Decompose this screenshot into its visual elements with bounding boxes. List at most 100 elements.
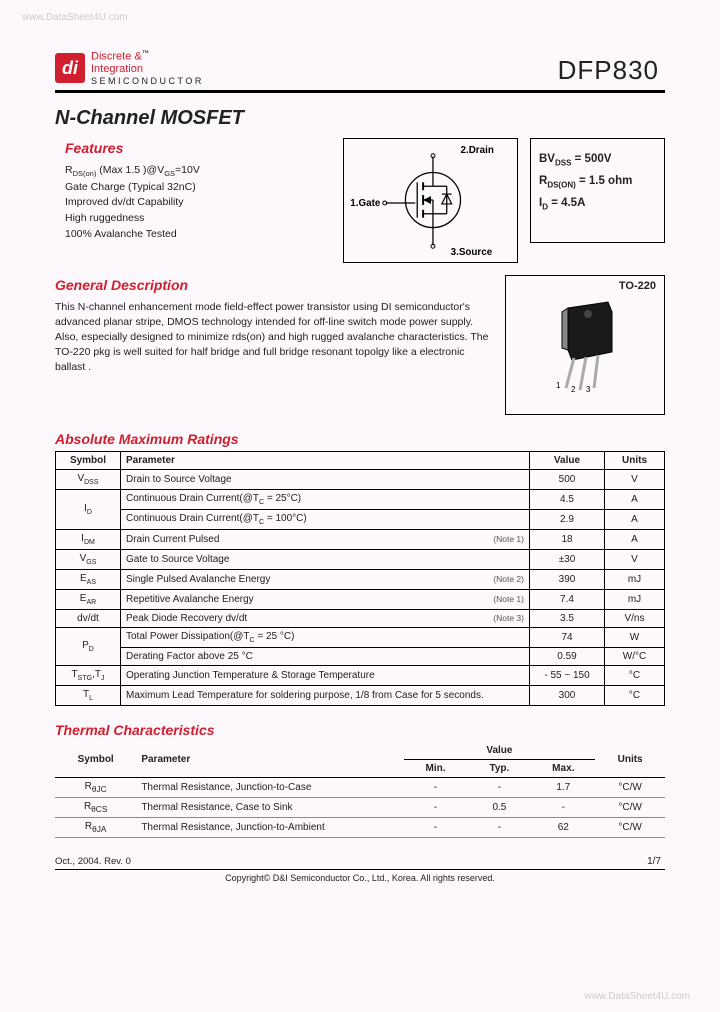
logo-line1: Discrete &™ — [91, 50, 204, 63]
cell-parameter: Thermal Resistance, Junction-to-Ambient — [136, 818, 403, 838]
svg-text:2: 2 — [571, 385, 576, 394]
abs-max-heading: Absolute Maximum Ratings — [55, 431, 665, 447]
cell-unit: °C/W — [595, 818, 665, 838]
cell-unit: °C/W — [595, 778, 665, 798]
description-text: This N-channel enhancement mode field-ef… — [55, 300, 493, 376]
cell-unit: °C/W — [595, 798, 665, 818]
cell-symbol: VDSS — [56, 470, 121, 490]
watermark-top: www.DataSheet4U.com — [22, 12, 128, 23]
table-row: dv/dtPeak Diode Recovery dv/dt (Note 3)3… — [56, 610, 665, 628]
package-box: TO-220 1 2 3 — [505, 275, 665, 415]
svg-text:1: 1 — [556, 381, 561, 390]
cell-value: 390 — [530, 570, 605, 590]
table-row: TSTG,TJOperating Junction Temperature & … — [56, 666, 665, 686]
cell-unit: V — [605, 470, 665, 490]
feature-item: Gate Charge (Typical 32nC) — [65, 180, 331, 196]
table-row: IDContinuous Drain Current(@TC = 25°C)4.… — [56, 490, 665, 510]
cell-unit: °C — [605, 686, 665, 706]
cell-parameter: Thermal Resistance, Junction-to-Case — [136, 778, 403, 798]
param-id: ID = 4.5A — [539, 193, 656, 215]
cell-unit: A — [605, 490, 665, 510]
pin-source-label: 3.Source — [451, 247, 493, 258]
logo-line2: Integration — [91, 63, 204, 76]
table-row: Continuous Drain Current(@TC = 100°C)2.9… — [56, 510, 665, 530]
cell-max: - — [531, 798, 595, 818]
cell-parameter: Drain Current Pulsed (Note 1) — [121, 530, 530, 550]
cell-typ: - — [467, 778, 531, 798]
cell-symbol: VGS — [56, 550, 121, 570]
part-number: DFP830 — [558, 55, 665, 86]
table-row: VGSGate to Source Voltage±30V — [56, 550, 665, 570]
cell-value: 18 — [530, 530, 605, 550]
description-row: General Description This N-channel enhan… — [55, 275, 665, 415]
page-number: 1/7 — [647, 856, 665, 867]
table-row: RθJCThermal Resistance, Junction-to-Case… — [55, 778, 665, 798]
cell-min: - — [404, 798, 468, 818]
mosfet-symbol: 2.Drain 1.Gate 3.Source — [344, 139, 517, 262]
watermark-bottom: www.DataSheet4U.com — [584, 991, 690, 1002]
page-title: N-Channel MOSFET — [55, 107, 665, 130]
amr-h-symbol: Symbol — [56, 452, 121, 470]
table-row: RθJAThermal Resistance, Junction-to-Ambi… — [55, 818, 665, 838]
cell-value: 2.9 — [530, 510, 605, 530]
param-rdson: RDS(ON) = 1.5 ohm — [539, 171, 656, 193]
cell-typ: - — [467, 818, 531, 838]
cell-parameter: Thermal Resistance, Case to Sink — [136, 798, 403, 818]
logo-text: Discrete &™ Integration SEMICONDUCTOR — [91, 50, 204, 86]
cell-parameter: Maximum Lead Temperature for soldering p… — [121, 686, 530, 706]
cell-symbol: PD — [56, 628, 121, 666]
abs-max-section: Absolute Maximum Ratings Symbol Paramete… — [55, 431, 665, 706]
cell-unit: A — [605, 530, 665, 550]
thermal-section: Thermal Characteristics Symbol Parameter… — [55, 722, 665, 838]
th-min: Min. — [404, 760, 468, 778]
cell-unit: V/ns — [605, 610, 665, 628]
logo-icon: di — [55, 53, 85, 83]
feature-item: High ruggedness — [65, 211, 331, 227]
cell-unit: V — [605, 550, 665, 570]
features-block: Features RDS(on) (Max 1.5 )@VGS=10VGate … — [55, 138, 331, 242]
th-param: Parameter — [136, 742, 403, 778]
table-row: EARRepetitive Avalanche Energy (Note 1)7… — [56, 590, 665, 610]
cell-symbol: EAR — [56, 590, 121, 610]
schematic-box: 2.Drain 1.Gate 3.Source — [343, 138, 518, 263]
cell-parameter: Operating Junction Temperature & Storage… — [121, 666, 530, 686]
param-bvdss: BVDSS = 500V — [539, 149, 656, 171]
page: di Discrete &™ Integration SEMICONDUCTOR… — [0, 0, 720, 913]
footer: Oct., 2004. Rev. 0 1/7 Copyright© D&I Se… — [55, 856, 665, 883]
cell-max: 1.7 — [531, 778, 595, 798]
cell-symbol: dv/dt — [56, 610, 121, 628]
cell-parameter: Gate to Source Voltage — [121, 550, 530, 570]
cell-parameter: Repetitive Avalanche Energy (Note 1) — [121, 590, 530, 610]
cell-typ: 0.5 — [467, 798, 531, 818]
cell-unit: mJ — [605, 590, 665, 610]
cell-parameter: Derating Factor above 25 °C — [121, 648, 530, 666]
th-max: Max. — [531, 760, 595, 778]
cell-value: 300 — [530, 686, 605, 706]
cell-symbol: TSTG,TJ — [56, 666, 121, 686]
th-symbol: Symbol — [55, 742, 136, 778]
cell-symbol: EAS — [56, 570, 121, 590]
table-row: RθCSThermal Resistance, Case to Sink-0.5… — [55, 798, 665, 818]
cell-parameter: Drain to Source Voltage — [121, 470, 530, 490]
cell-symbol: IDM — [56, 530, 121, 550]
amr-h-param: Parameter — [121, 452, 530, 470]
cell-value: 4.5 — [530, 490, 605, 510]
table-row: TLMaximum Lead Temperature for soldering… — [56, 686, 665, 706]
th-typ: Typ. — [467, 760, 531, 778]
cell-parameter: Total Power Dissipation(@TC = 25 °C) — [121, 628, 530, 648]
cell-unit: A — [605, 510, 665, 530]
table-row: IDMDrain Current Pulsed (Note 1)18A — [56, 530, 665, 550]
table-row: Derating Factor above 25 °C0.59W/°C — [56, 648, 665, 666]
top-row: Features RDS(on) (Max 1.5 )@VGS=10VGate … — [55, 138, 665, 263]
cell-symbol: RθJA — [55, 818, 136, 838]
cell-value: 500 — [530, 470, 605, 490]
cell-min: - — [404, 818, 468, 838]
table-row: PDTotal Power Dissipation(@TC = 25 °C)74… — [56, 628, 665, 648]
package-drawing: 1 2 3 — [540, 300, 630, 400]
cell-symbol: RθCS — [55, 798, 136, 818]
th-units: Units — [595, 742, 665, 778]
features-list: RDS(on) (Max 1.5 )@VGS=10VGate Charge (T… — [65, 163, 331, 242]
features-heading: Features — [65, 138, 331, 159]
thermal-table: Symbol Parameter Value Units Min. Typ. M… — [55, 742, 665, 838]
cell-unit: mJ — [605, 570, 665, 590]
